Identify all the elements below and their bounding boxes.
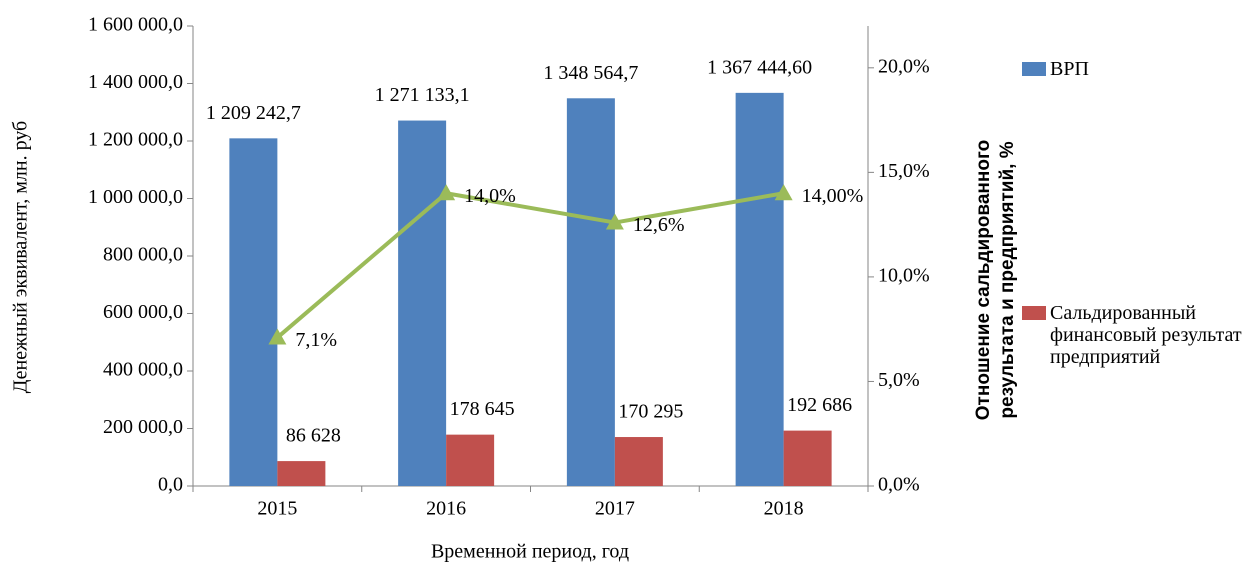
legend-swatch <box>1022 62 1046 76</box>
data-label: 170 295 <box>618 401 683 423</box>
y2-axis-title-line: результата и предприятий, % <box>997 141 1018 418</box>
y-tick-label: 1 000 000,0 <box>88 186 183 208</box>
bar <box>735 92 784 486</box>
y-tick-label: 600 000,0 <box>103 301 183 323</box>
data-label: 7,1% <box>295 329 337 351</box>
data-label: 1 367 444,60 <box>707 56 812 78</box>
y-tick-label: 800 000,0 <box>103 244 183 266</box>
data-label: 12,6% <box>633 214 685 236</box>
y2-tick-label: 5,0% <box>878 369 920 391</box>
bar <box>614 437 663 486</box>
legend-label: Сальдированный финансовый результат пред… <box>1050 302 1242 368</box>
data-label: 1 209 242,7 <box>206 102 301 124</box>
bar <box>277 461 326 486</box>
line-marker <box>437 184 456 201</box>
line-marker <box>268 328 287 345</box>
y-tick-label: 1 600 000,0 <box>88 14 183 36</box>
data-label: 192 686 <box>787 394 852 416</box>
y-axis-title: Денежный эквивалент, млн. руб <box>10 121 32 393</box>
y2-tick-label: 20,0% <box>878 55 930 77</box>
y-tick-label: 1 400 000,0 <box>88 71 183 93</box>
x-tick-label: 2018 <box>764 498 804 520</box>
y2-tick-label: 15,0% <box>878 160 930 182</box>
data-label: 14,00% <box>802 185 864 207</box>
y-tick-label: 1 200 000,0 <box>88 129 183 151</box>
line <box>276 191 784 340</box>
data-label: 178 645 <box>450 398 515 420</box>
x-axis-title: Временной период, год <box>431 541 629 563</box>
bar <box>783 430 832 486</box>
bar <box>398 120 447 487</box>
y2-tick-label: 10,0% <box>878 265 930 287</box>
y2-axis-title-line: Отношение сальдированного <box>973 140 994 420</box>
x-tick-label: 2016 <box>426 498 466 520</box>
bar <box>446 434 495 486</box>
x-tick-label: 2015 <box>257 498 297 520</box>
bar <box>566 98 615 486</box>
y2-tick-label: 0,0% <box>878 474 920 496</box>
legend-swatch <box>1022 306 1046 320</box>
legend-label: ВРП <box>1050 58 1089 80</box>
line-marker <box>605 213 624 230</box>
line-marker <box>774 184 793 201</box>
data-label: 1 348 564,7 <box>543 62 638 84</box>
data-label: 1 271 133,1 <box>375 84 470 106</box>
y-tick-label: 400 000,0 <box>103 359 183 381</box>
x-tick-label: 2017 <box>595 498 635 520</box>
y-tick-label: 0,0 <box>158 474 183 496</box>
y2-axis-title: Отношение сальдированного результата и п… <box>973 140 1018 420</box>
y-tick-label: 200 000,0 <box>103 416 183 438</box>
bar <box>229 138 278 487</box>
data-label: 14,0% <box>464 185 516 207</box>
data-label: 86 628 <box>286 425 341 447</box>
